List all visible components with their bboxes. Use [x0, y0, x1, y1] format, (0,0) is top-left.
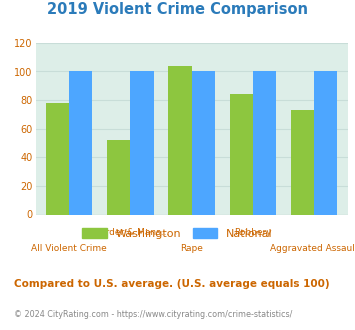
Text: 2019 Violent Crime Comparison: 2019 Violent Crime Comparison	[47, 2, 308, 16]
Text: Murder & Mans...: Murder & Mans...	[92, 228, 169, 237]
Bar	[69, 72, 92, 214]
Bar	[168, 66, 192, 214]
Text: Robbery: Robbery	[234, 228, 272, 237]
Bar	[314, 72, 338, 214]
Text: All Violent Crime: All Violent Crime	[31, 244, 107, 253]
Text: © 2024 CityRating.com - https://www.cityrating.com/crime-statistics/: © 2024 CityRating.com - https://www.city…	[14, 310, 293, 319]
Text: Rape: Rape	[180, 244, 203, 253]
Legend: Washington, National: Washington, National	[78, 224, 277, 244]
Bar	[291, 110, 314, 214]
Bar	[230, 94, 253, 214]
Bar	[130, 72, 154, 214]
Text: Compared to U.S. average. (U.S. average equals 100): Compared to U.S. average. (U.S. average …	[14, 279, 330, 289]
Text: Aggravated Assault: Aggravated Assault	[270, 244, 355, 253]
Bar	[192, 72, 215, 214]
Bar	[46, 103, 69, 214]
Bar	[107, 140, 130, 214]
Bar	[253, 72, 276, 214]
